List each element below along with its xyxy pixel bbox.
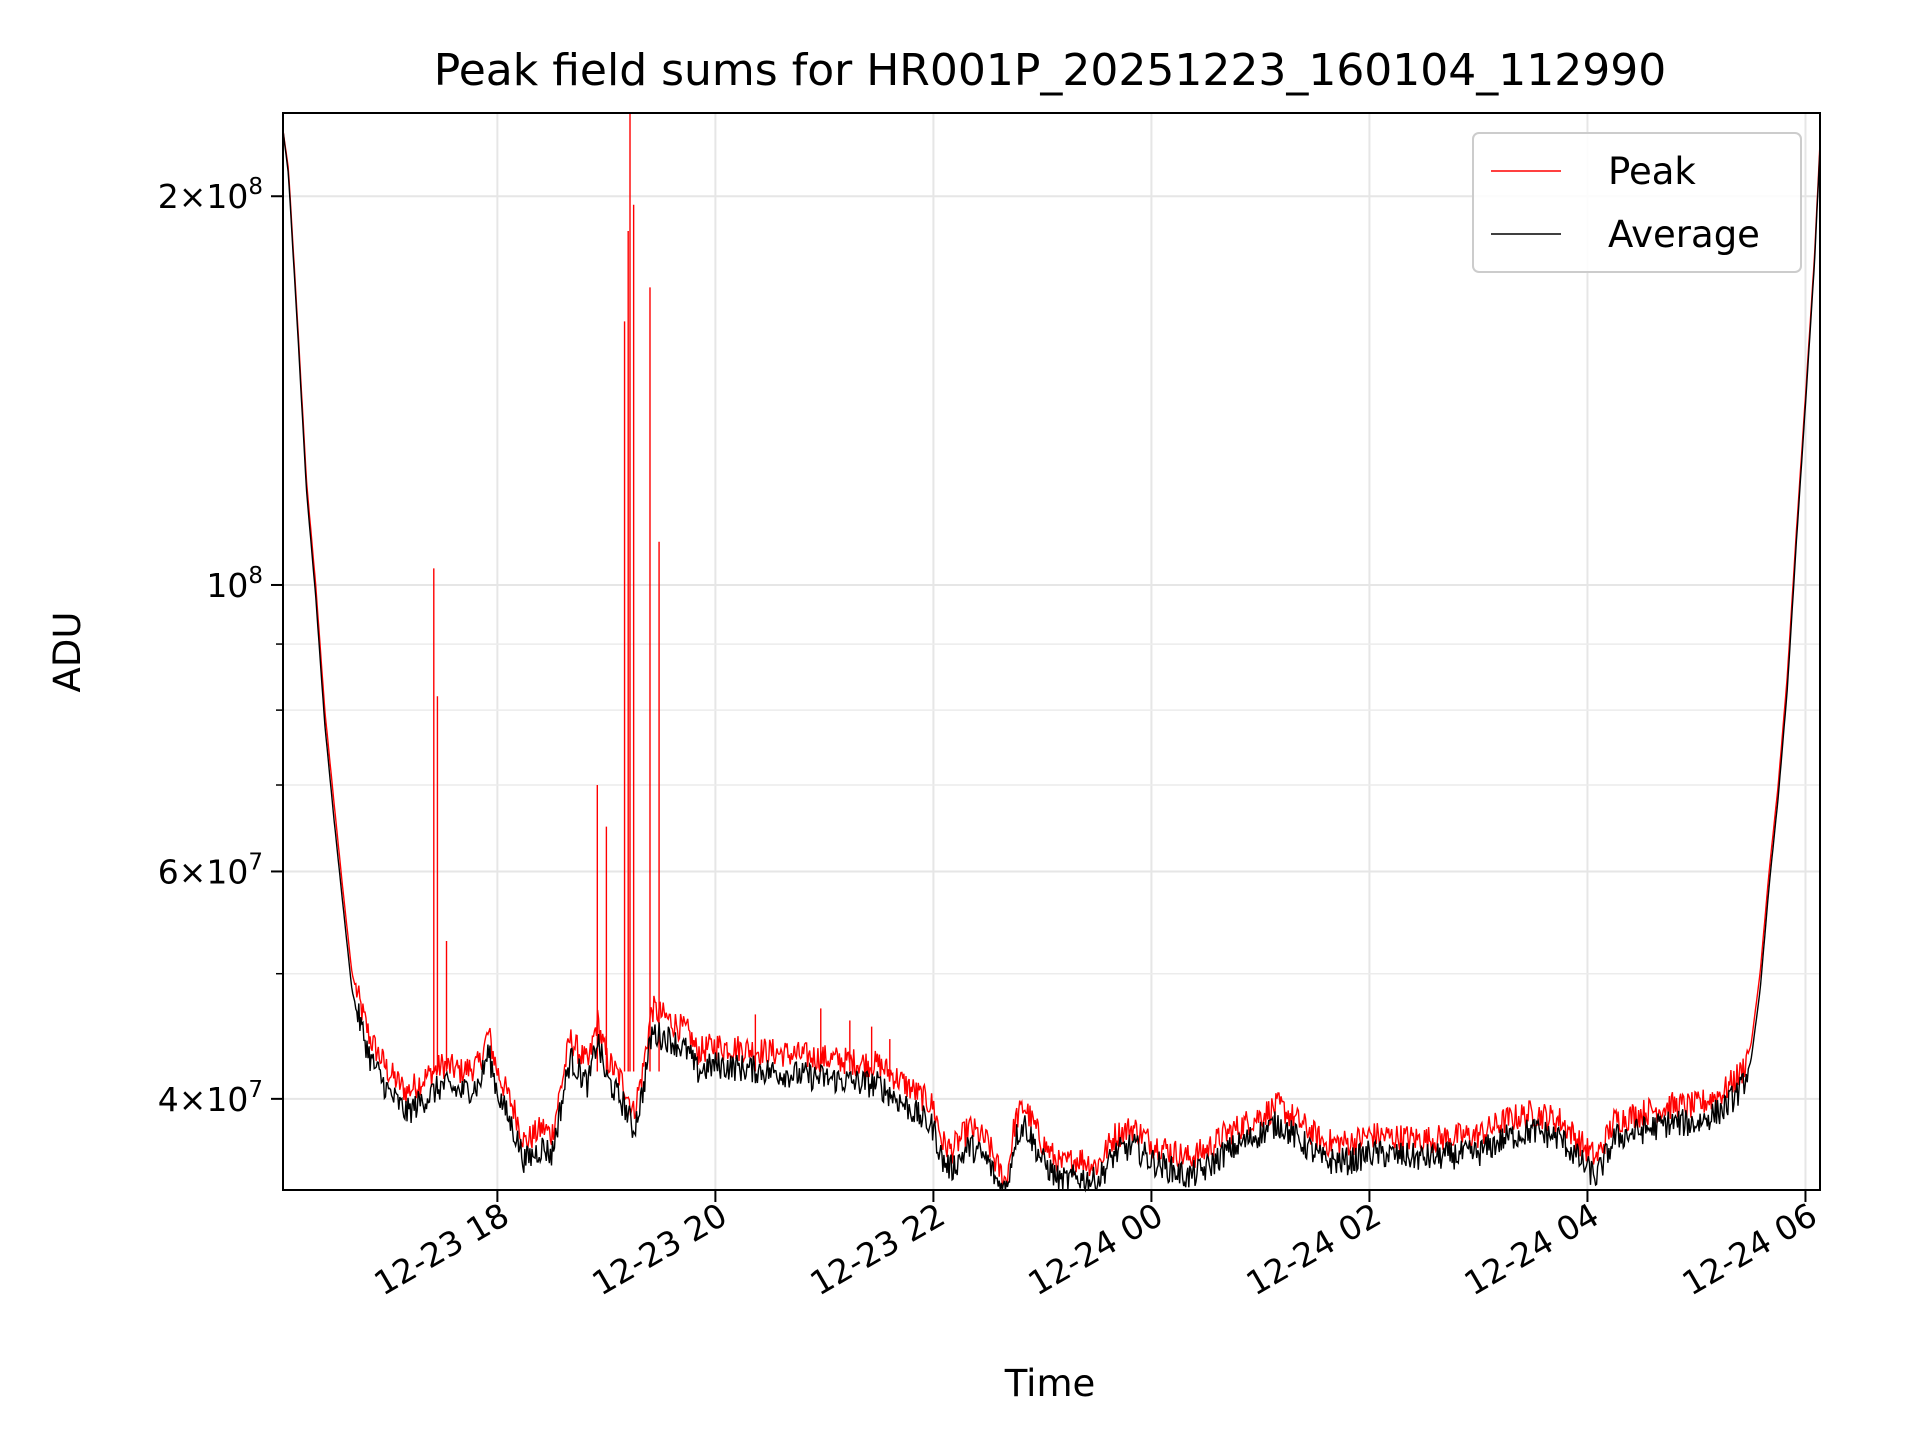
y-tick-label: 108 [206, 563, 263, 605]
y-tick-label: 6×107 [158, 849, 263, 891]
plot-area [282, 113, 1821, 1193]
legend-box [1472, 132, 1802, 273]
plot-frame [282, 112, 1821, 1191]
y-axis-label: ADU [46, 612, 89, 693]
series-peak-line [282, 130, 1821, 1188]
y-tick-label: 4×107 [158, 1077, 263, 1119]
series-average-line [282, 130, 1821, 1193]
legend-label-average: Average [1608, 213, 1760, 256]
x-axis-label: Time [1004, 1362, 1096, 1405]
legend-label-peak: Peak [1608, 150, 1696, 193]
y-tick-label: 2×108 [158, 174, 263, 216]
chart-title: Peak field sums for HR001P_20251223_1601… [434, 45, 1667, 96]
legend: Peak Average [1472, 132, 1802, 273]
